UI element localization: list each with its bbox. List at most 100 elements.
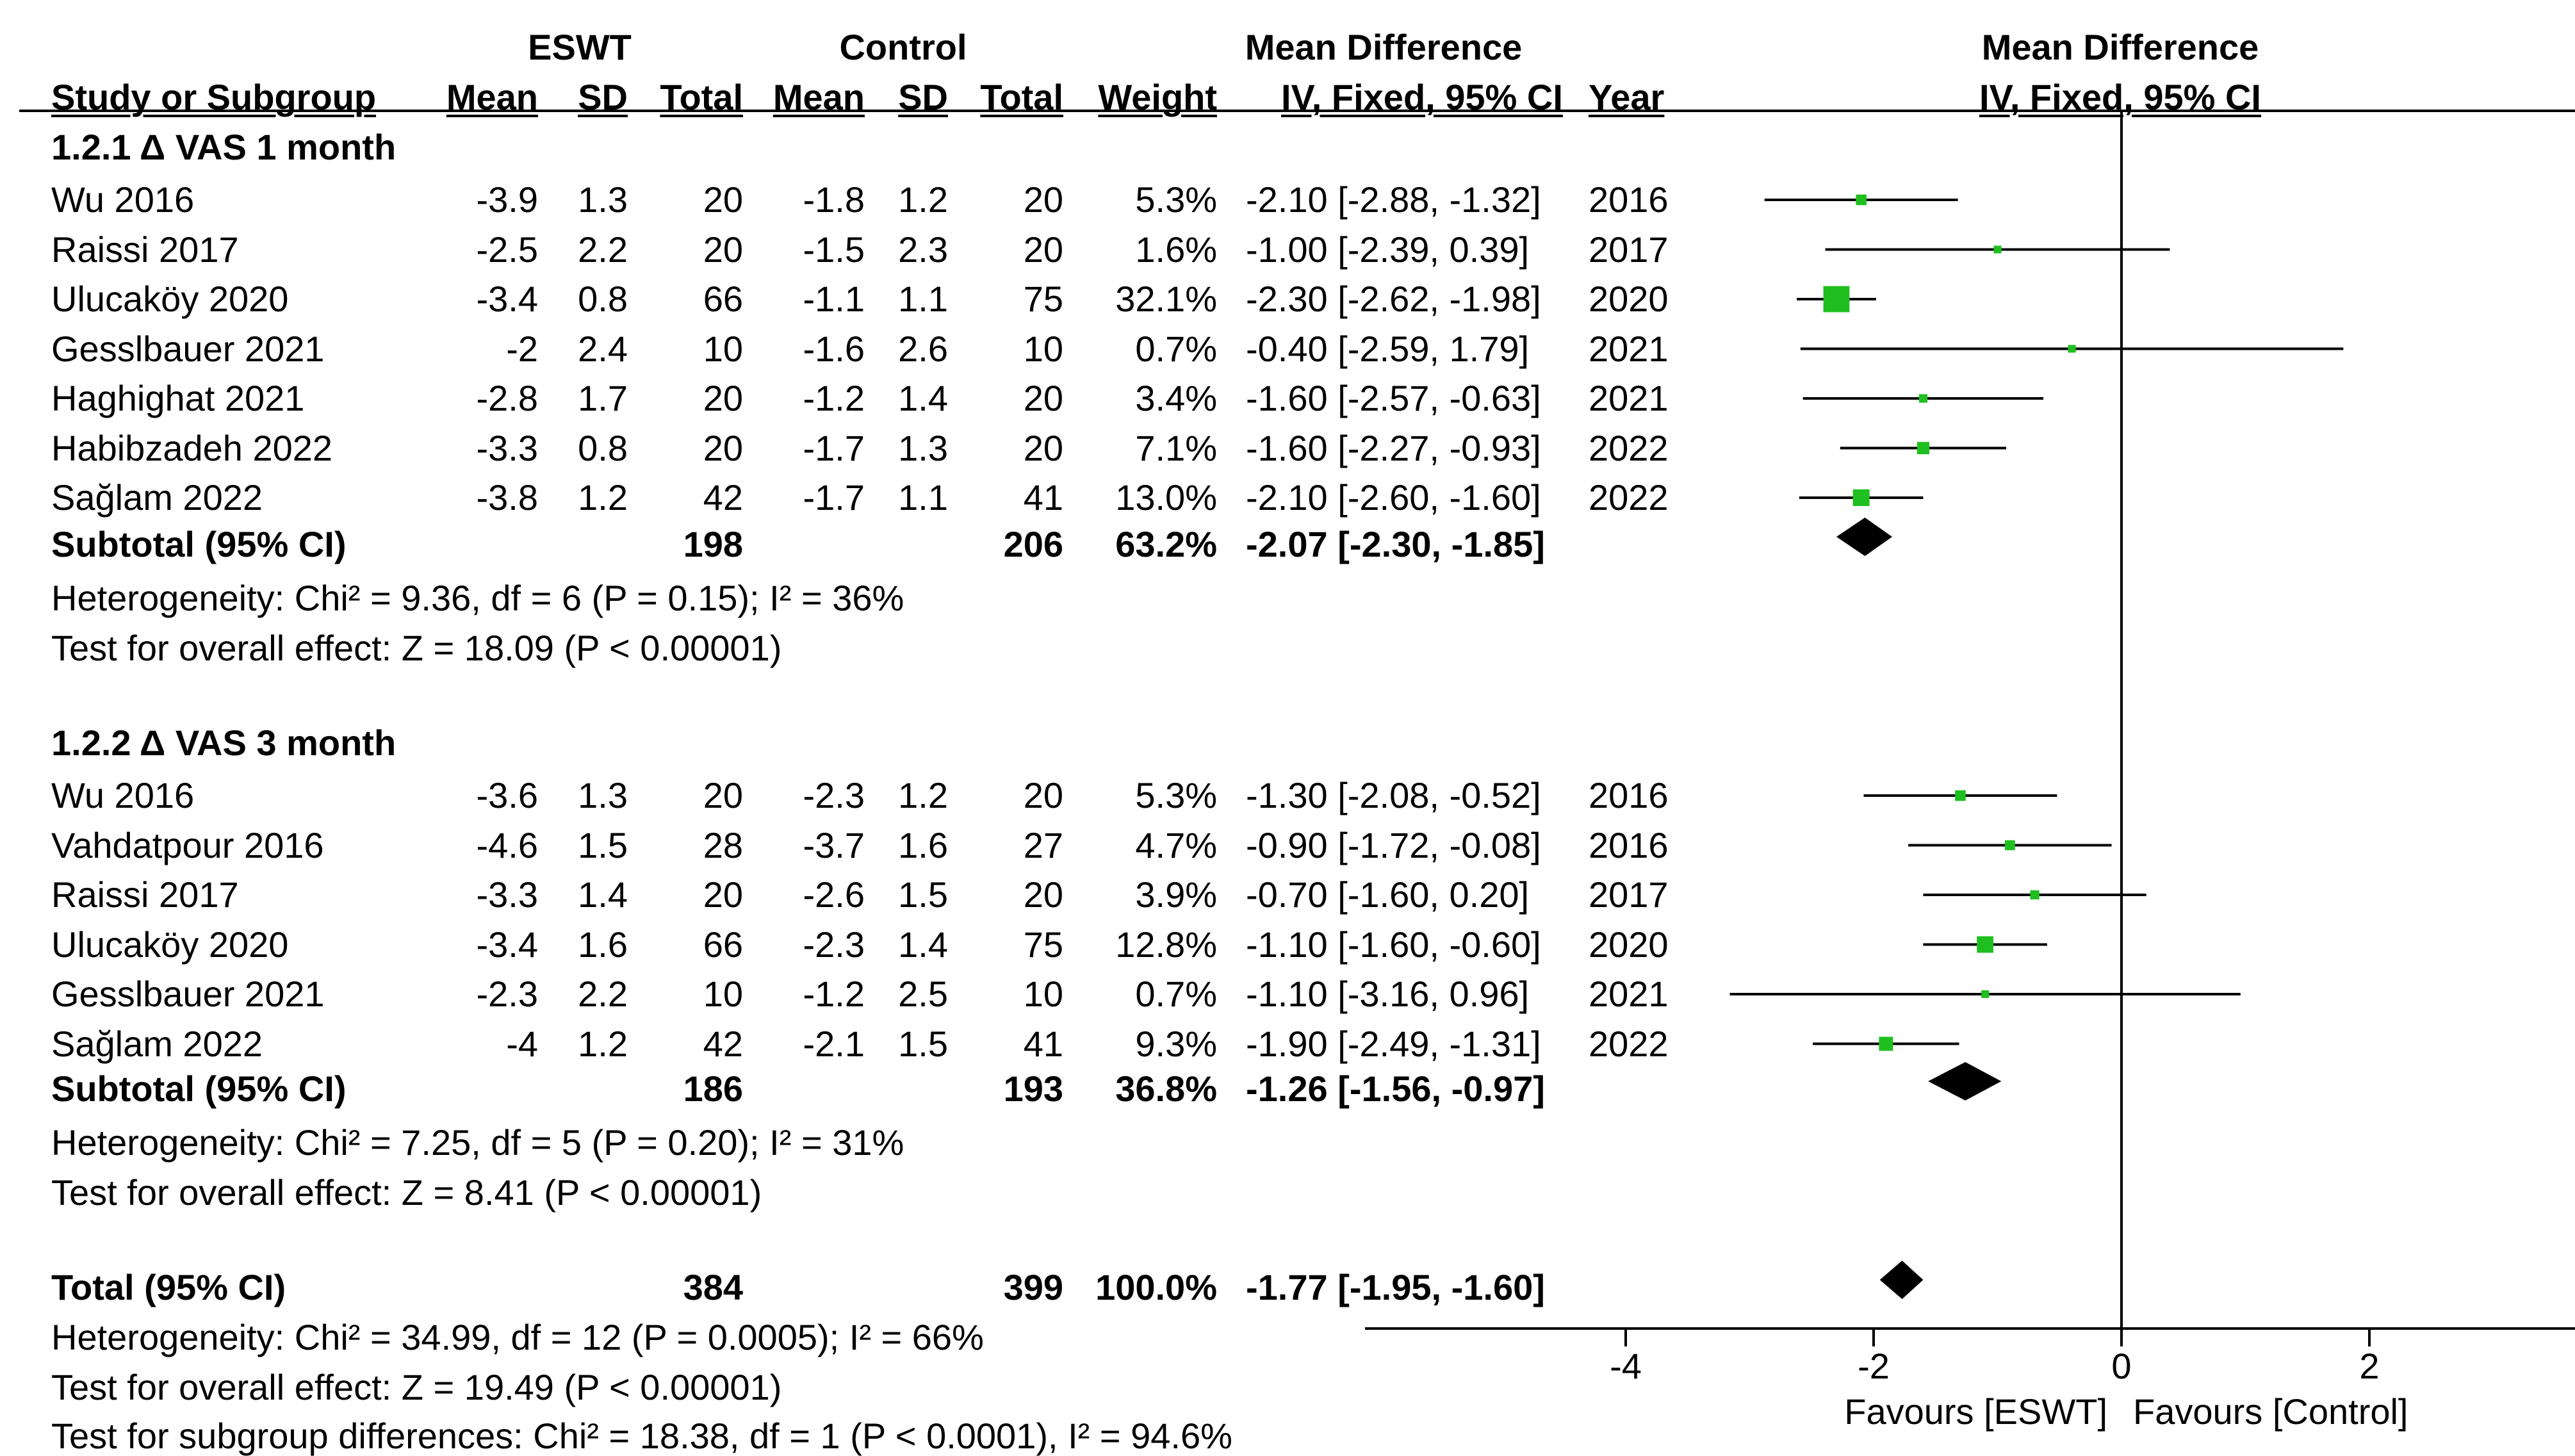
sub1-row-5-n2: 20 bbox=[1023, 378, 1063, 418]
study-1-point bbox=[1856, 194, 1867, 206]
sub1-row-3-study: Ulucaköy 2020 bbox=[51, 279, 289, 319]
sub2-row-4-study: Ulucaköy 2020 bbox=[51, 924, 289, 965]
sub2-row-1-n2: 20 bbox=[1023, 775, 1063, 815]
sub2-row-5-sd2: 2.5 bbox=[898, 974, 948, 1014]
sub1-row-3-year: 2020 bbox=[1589, 279, 1669, 319]
sub2-row-4-year: 2020 bbox=[1589, 924, 1669, 965]
study-13-point bbox=[1879, 1036, 1893, 1051]
sub1-row-1-n1: 20 bbox=[703, 179, 743, 220]
sub1-row-6-m2: -1.7 bbox=[803, 427, 865, 468]
sub2-row-3-sd1: 1.4 bbox=[578, 874, 628, 915]
sub2-row-5-m1: -2.3 bbox=[476, 974, 539, 1014]
sub1-row-4-study: Gesslbauer 2021 bbox=[51, 328, 325, 369]
study-12-point bbox=[1981, 990, 1990, 998]
subgroup-2-title: 1.2.2 Δ VAS 3 month bbox=[51, 723, 396, 763]
sub2-row-4-w: 12.8% bbox=[1115, 924, 1217, 965]
favours-eswt-label: Favours [ESWT] bbox=[1844, 1391, 2107, 1432]
sub1-row-7-sd2: 1.1 bbox=[898, 477, 948, 518]
sub2-row-3-study: Raissi 2017 bbox=[51, 874, 239, 915]
sub2-row-4-sd1: 1.6 bbox=[578, 924, 628, 965]
sub1-row-2-n1: 20 bbox=[703, 229, 743, 270]
sub2-row-1-year: 2016 bbox=[1589, 775, 1669, 815]
sub1-row-7-w: 13.0% bbox=[1115, 477, 1217, 518]
sub2-row-3-n1: 20 bbox=[703, 874, 743, 915]
favours-control-label: Favours [Control] bbox=[2133, 1391, 2408, 1432]
sub1-row-2-m1: -2.5 bbox=[476, 229, 539, 270]
x-tick-label-2: 2 bbox=[2359, 1346, 2379, 1386]
sub2-row-4-m2: -2.3 bbox=[803, 924, 865, 965]
sub2-row-2-sd2: 1.6 bbox=[898, 824, 948, 865]
study-column-header: Study or Subgroup bbox=[51, 77, 377, 117]
sub1-row-7-m1: -3.8 bbox=[476, 477, 539, 518]
sub1-row-4-m1: -2 bbox=[506, 328, 538, 369]
sub2-row-1-m1: -3.6 bbox=[476, 775, 539, 815]
sub1-row-4-m2: -1.6 bbox=[803, 328, 865, 369]
sub2-row-3-m2: -2.6 bbox=[803, 874, 865, 915]
sub1-row-6-study: Habibzadeh 2022 bbox=[51, 427, 333, 468]
mean1-header: Mean bbox=[446, 77, 538, 117]
sub1-row-5-w: 3.4% bbox=[1135, 378, 1217, 418]
subgroup-1-title: 1.2.1 Δ VAS 1 month bbox=[51, 127, 396, 167]
sub2-row-2-m2: -3.7 bbox=[803, 824, 865, 865]
sub1-row-1-study: Wu 2016 bbox=[51, 179, 195, 220]
group2-header: Control bbox=[839, 27, 967, 67]
group1-header: ESWT bbox=[528, 27, 632, 67]
sub2-row-6-m2: -2.1 bbox=[803, 1023, 865, 1064]
sub1-row-5-sd2: 1.4 bbox=[898, 378, 948, 418]
sub1-row-2-ci: -1.00 [-2.39, 0.39] bbox=[1246, 229, 1530, 270]
sub1-row-3-n1: 66 bbox=[703, 279, 743, 319]
sub1-row-7-ci: -2.10 [-2.60, -1.60] bbox=[1246, 477, 1541, 518]
sub2-row-3-w: 3.9% bbox=[1135, 874, 1217, 915]
sub2-row-2-n2: 27 bbox=[1023, 824, 1063, 865]
x-tick-label-0: 0 bbox=[2111, 1346, 2131, 1386]
sub1-row-2-study: Raissi 2017 bbox=[51, 229, 239, 270]
sub1-row-7-m2: -1.7 bbox=[803, 477, 865, 518]
plot-title: Mean Difference bbox=[1981, 27, 2259, 67]
sub2-row-1-study: Wu 2016 bbox=[51, 775, 195, 815]
subtotal-1-ci: -2.07 [-2.30, -1.85] bbox=[1246, 524, 1545, 564]
sub2-row-2-sd1: 1.5 bbox=[578, 824, 628, 865]
sub2-row-1-sd1: 1.3 bbox=[578, 775, 628, 815]
sub2-row-2-study: Vahdatpour 2016 bbox=[51, 824, 324, 865]
subtotal-1-n1: 198 bbox=[683, 524, 743, 564]
sub2-row-2-n1: 28 bbox=[703, 824, 743, 865]
sub2-row-6-study: Sağlam 2022 bbox=[51, 1023, 263, 1064]
study-8-point bbox=[1955, 790, 1966, 801]
sub2-row-1-n1: 20 bbox=[703, 775, 743, 815]
sub1-row-6-w: 7.1% bbox=[1135, 427, 1217, 468]
total1-header: Total bbox=[660, 77, 743, 117]
md-table-title: Mean Difference bbox=[1245, 27, 1523, 67]
study-3-point bbox=[1823, 286, 1850, 313]
sub1-row-6-sd2: 1.3 bbox=[898, 427, 948, 468]
sub1-row-5-sd1: 1.7 bbox=[578, 378, 628, 418]
sub2-row-6-sd2: 1.5 bbox=[898, 1023, 948, 1064]
sd2-header: SD bbox=[898, 77, 948, 117]
sub1-row-4-ci: -0.40 [-2.59, 1.79] bbox=[1246, 328, 1530, 369]
sub1-row-6-sd1: 0.8 bbox=[578, 427, 628, 468]
subtotal-2-n1: 186 bbox=[683, 1068, 743, 1109]
sub1-row-1-ci: -2.10 [-2.88, -1.32] bbox=[1246, 179, 1541, 220]
sub1-row-5-year: 2021 bbox=[1589, 378, 1669, 418]
sub1-row-3-sd2: 1.1 bbox=[898, 279, 948, 319]
mean2-header: Mean bbox=[773, 77, 865, 117]
sub1-row-1-m2: -1.8 bbox=[803, 179, 865, 220]
sub2-row-1-ci: -1.30 [-2.08, -0.52] bbox=[1246, 775, 1541, 815]
subtotal-2-label: Subtotal (95% CI) bbox=[51, 1068, 347, 1109]
sub1-row-3-sd1: 0.8 bbox=[578, 279, 628, 319]
sub2-row-5-n1: 10 bbox=[703, 974, 743, 1014]
sub1-row-6-ci: -1.60 [-2.27, -0.93] bbox=[1246, 427, 1541, 468]
sub2-row-4-m1: -3.4 bbox=[476, 924, 539, 965]
sub2-row-3-n2: 20 bbox=[1023, 874, 1063, 915]
sub1-row-5-m2: -1.2 bbox=[803, 378, 865, 418]
sub2-row-5-ci: -1.10 [-3.16, 0.96] bbox=[1246, 974, 1530, 1014]
sub2-row-5-m2: -1.2 bbox=[803, 974, 865, 1014]
total-heterogeneity: Heterogeneity: Chi² = 34.99, df = 12 (P … bbox=[51, 1317, 984, 1357]
sub1-row-6-year: 2022 bbox=[1589, 427, 1669, 468]
weight-header: Weight bbox=[1098, 77, 1217, 117]
sub2-row-4-ci: -1.10 [-1.60, -0.60] bbox=[1246, 924, 1541, 965]
sub1-row-7-sd1: 1.2 bbox=[578, 477, 628, 518]
sub1-row-2-w: 1.6% bbox=[1135, 229, 1217, 270]
total-ci: -1.77 [-1.95, -1.60] bbox=[1246, 1267, 1545, 1307]
